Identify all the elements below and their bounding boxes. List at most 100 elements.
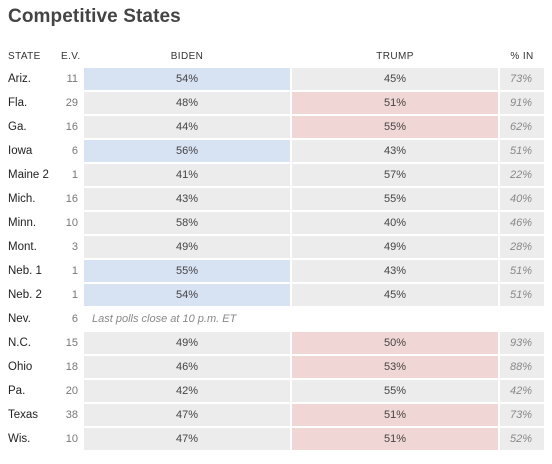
- table-row: Nev. 6 Last polls close at 10 p.m. ET: [4, 308, 544, 332]
- trump-pct-cell: 45%: [292, 284, 498, 306]
- trump-pct-cell: 57%: [292, 164, 498, 186]
- table-row: Mont. 3 49% 49% 28%: [4, 236, 544, 260]
- state-cell: Iowa: [8, 145, 33, 157]
- state-cell: Minn.: [8, 217, 37, 229]
- header-ev: E.V.: [61, 51, 81, 62]
- table-row: Ohio 18 46% 53% 88%: [4, 356, 544, 380]
- polls-note: Last polls close at 10 p.m. ET: [92, 313, 237, 325]
- biden-pct-cell: 42%: [84, 380, 290, 402]
- biden-pct-cell: 44%: [84, 116, 290, 138]
- state-cell: Pa.: [8, 385, 26, 397]
- table-header: STATE E.V. BIDEN TRUMP % IN: [4, 44, 544, 68]
- state-cell: Mich.: [8, 193, 36, 205]
- table-row: Neb. 2 1 54% 45% 51%: [4, 284, 544, 308]
- pct-in-cell: 42%: [500, 380, 544, 402]
- pct-in-cell: 88%: [500, 356, 544, 378]
- results-table: STATE E.V. BIDEN TRUMP % IN Ariz. 11 54% 45…: [4, 44, 544, 452]
- state-cell: Neb. 2: [8, 289, 42, 301]
- state-cell: Fla.: [8, 97, 28, 109]
- ev-cell: 3: [71, 241, 78, 253]
- state-cell: Maine 2: [8, 169, 49, 181]
- ev-cell: 6: [71, 145, 78, 157]
- trump-pct-cell: 51%: [292, 92, 498, 114]
- biden-pct-cell: 58%: [84, 212, 290, 234]
- table-row: Ariz. 11 54% 45% 73%: [4, 68, 544, 92]
- ev-cell: 6: [71, 313, 78, 325]
- pct-in-cell: 51%: [500, 260, 544, 282]
- trump-pct-cell: 40%: [292, 212, 498, 234]
- ev-cell: 20: [65, 385, 78, 397]
- ev-cell: 11: [66, 73, 78, 85]
- table-row: Neb. 1 1 55% 43% 51%: [4, 260, 544, 284]
- trump-pct-cell: 43%: [292, 260, 498, 282]
- trump-pct-cell: 43%: [292, 140, 498, 162]
- ev-cell: 10: [65, 433, 78, 445]
- table-row: Mich. 16 43% 55% 40%: [4, 188, 544, 212]
- biden-pct-cell: 49%: [84, 332, 290, 354]
- biden-pct-cell: 48%: [84, 92, 290, 114]
- biden-pct-cell: 49%: [84, 236, 290, 258]
- trump-pct-cell: 51%: [292, 404, 498, 426]
- header-trump: TRUMP: [376, 51, 414, 62]
- table-row: Ga. 16 44% 55% 62%: [4, 116, 544, 140]
- pct-in-cell: 28%: [500, 236, 544, 258]
- pct-in-cell: 40%: [500, 188, 544, 210]
- trump-pct-cell: 51%: [292, 428, 498, 450]
- page-title: Competitive States: [8, 6, 181, 27]
- trump-pct-cell: 49%: [292, 236, 498, 258]
- table-row: Minn. 10 58% 40% 46%: [4, 212, 544, 236]
- table-row: N.C. 15 49% 50% 93%: [4, 332, 544, 356]
- biden-pct-cell: 43%: [84, 188, 290, 210]
- trump-pct-cell: 50%: [292, 332, 498, 354]
- ev-cell: 18: [65, 361, 78, 373]
- biden-pct-cell: 47%: [84, 404, 290, 426]
- state-cell: Nev.: [8, 313, 31, 325]
- state-cell: Ariz.: [8, 73, 31, 85]
- state-cell: Ga.: [8, 121, 27, 133]
- trump-pct-cell: 55%: [292, 116, 498, 138]
- table-body: Ariz. 11 54% 45% 73% Fla. 29 48% 51% 91% Ga. 16 44% 5…: [4, 68, 544, 452]
- pct-in-cell: 62%: [500, 116, 544, 138]
- table-row: Fla. 29 48% 51% 91%: [4, 92, 544, 116]
- table-row: Texas 38 47% 51% 73%: [4, 404, 544, 428]
- state-cell: N.C.: [8, 337, 31, 349]
- biden-pct-cell: 54%: [84, 68, 290, 90]
- trump-pct-cell: 53%: [292, 356, 498, 378]
- pct-in-cell: 51%: [500, 284, 544, 306]
- biden-pct-cell: 41%: [84, 164, 290, 186]
- pct-in-cell: 93%: [500, 332, 544, 354]
- table-row: Iowa 6 56% 43% 51%: [4, 140, 544, 164]
- ev-cell: 10: [65, 217, 78, 229]
- biden-pct-cell: 54%: [84, 284, 290, 306]
- ev-cell: 29: [65, 97, 78, 109]
- table-row: Pa. 20 42% 55% 42%: [4, 380, 544, 404]
- table-row: Wis. 10 47% 51% 52%: [4, 428, 544, 452]
- state-cell: Wis.: [8, 433, 31, 445]
- pct-in-cell: 73%: [500, 68, 544, 90]
- biden-pct-cell: 55%: [84, 260, 290, 282]
- state-cell: Ohio: [8, 361, 33, 373]
- trump-pct-cell: 45%: [292, 68, 498, 90]
- pct-in-cell: 51%: [500, 140, 544, 162]
- trump-pct-cell: 55%: [292, 188, 498, 210]
- pct-in-cell: 91%: [500, 92, 544, 114]
- pct-in-cell: 52%: [500, 428, 544, 450]
- table-row: Maine 2 1 41% 57% 22%: [4, 164, 544, 188]
- biden-pct-cell: 47%: [84, 428, 290, 450]
- trump-pct-cell: 55%: [292, 380, 498, 402]
- ev-cell: 1: [71, 169, 78, 181]
- biden-pct-cell: 56%: [84, 140, 290, 162]
- header-state: STATE: [8, 51, 41, 62]
- ev-cell: 1: [71, 265, 78, 277]
- biden-pct-cell: 46%: [84, 356, 290, 378]
- ev-cell: 38: [65, 409, 78, 421]
- pct-in-cell: 46%: [500, 212, 544, 234]
- pct-in-cell: 73%: [500, 404, 544, 426]
- ev-cell: 16: [65, 193, 78, 205]
- state-cell: Mont.: [8, 241, 37, 253]
- ev-cell: 16: [65, 121, 78, 133]
- header-biden: BIDEN: [170, 51, 204, 62]
- pct-in-cell: 22%: [500, 164, 544, 186]
- ev-cell: 15: [65, 337, 78, 349]
- state-cell: Texas: [8, 409, 39, 421]
